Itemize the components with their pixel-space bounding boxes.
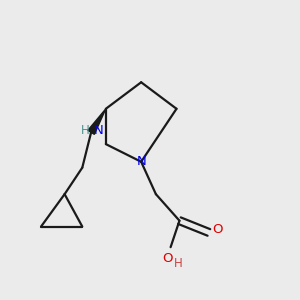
Text: O: O: [212, 223, 223, 236]
Text: N: N: [94, 124, 104, 137]
Text: N: N: [136, 155, 146, 168]
Text: H: H: [174, 257, 182, 270]
Polygon shape: [88, 109, 106, 134]
Text: H: H: [81, 124, 90, 137]
Text: O: O: [162, 252, 173, 266]
